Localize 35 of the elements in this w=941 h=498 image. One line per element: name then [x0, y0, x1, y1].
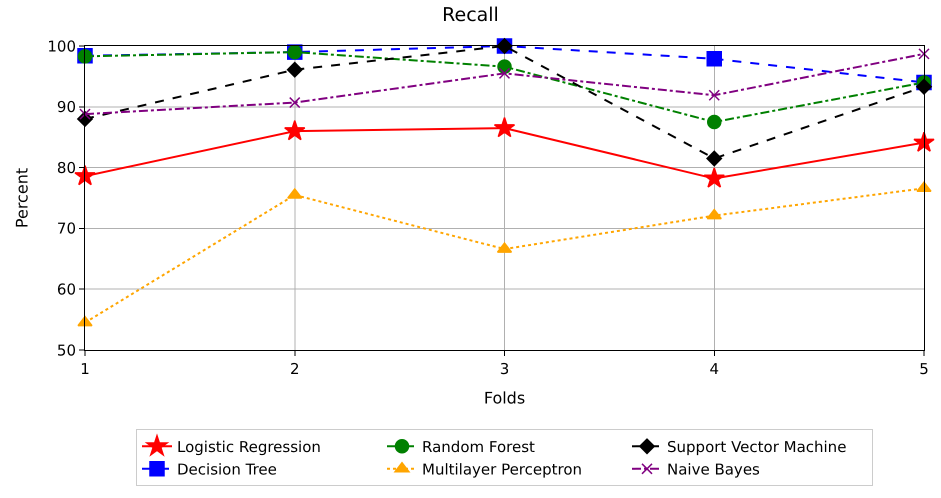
y-tick-label: 60	[56, 280, 76, 298]
legend-label: Support Vector Machine	[667, 438, 846, 456]
legend-label: Decision Tree	[177, 460, 277, 479]
point	[706, 208, 722, 220]
point	[704, 167, 725, 188]
chart-title: Recall	[442, 4, 499, 26]
point	[708, 90, 720, 101]
point	[284, 120, 306, 140]
x-tick-label: 4	[709, 360, 720, 378]
y-tick-label: 90	[56, 98, 76, 116]
point	[918, 48, 930, 60]
y-tick-label: 100	[47, 37, 76, 56]
point	[913, 131, 935, 152]
x-tick-label: 2	[290, 360, 300, 378]
legend-label: Multilayer Perceptron	[422, 460, 582, 479]
x-tick-label: 5	[919, 360, 929, 378]
y-tick-label: 80	[56, 158, 76, 177]
x-axis-title: Folds	[484, 388, 526, 408]
point	[498, 68, 510, 80]
point	[706, 150, 722, 166]
y-tick-label: 70	[56, 220, 76, 238]
point	[706, 51, 722, 67]
x-tick-label: 3	[500, 360, 510, 378]
point	[494, 116, 516, 138]
y-tick-label: 50	[56, 341, 76, 360]
point	[287, 188, 302, 199]
y-axis-title: Percent	[12, 168, 32, 228]
point	[707, 114, 722, 130]
point	[74, 164, 96, 186]
legend-label: Naive Bayes	[667, 460, 760, 479]
point	[289, 96, 300, 108]
legend-label: Logistic Regression	[177, 438, 321, 456]
x-tick-label: 1	[80, 360, 90, 378]
point	[286, 62, 303, 78]
legend-label: Random Forest	[422, 438, 536, 456]
